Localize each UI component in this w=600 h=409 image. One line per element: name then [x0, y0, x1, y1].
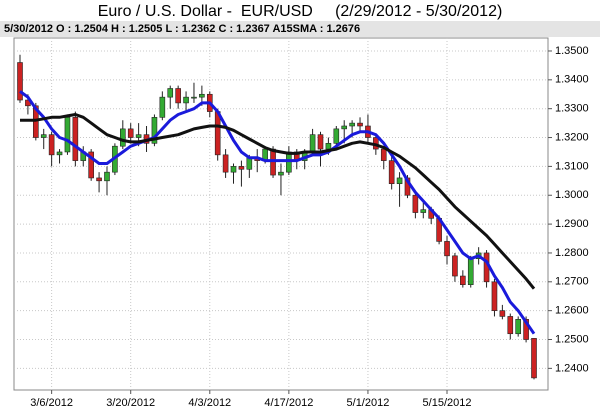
- candle-body: [246, 157, 253, 170]
- candle-body: [96, 177, 102, 182]
- candle-body: [341, 125, 348, 130]
- candle-body: [491, 281, 498, 311]
- candle-body: [499, 310, 506, 317]
- y-tick-label: 1.3000: [555, 189, 589, 201]
- candle-body: [64, 117, 71, 153]
- candle-body: [452, 255, 458, 277]
- candle-body: [523, 319, 529, 340]
- candle-body: [135, 134, 142, 138]
- candle-body: [151, 117, 158, 144]
- candle-body: [159, 96, 166, 118]
- candle-body: [214, 111, 221, 156]
- x-tick-label: 3/6/2012: [30, 397, 73, 409]
- candle-body: [104, 171, 110, 182]
- candle-body: [444, 241, 450, 257]
- candle-body: [167, 88, 174, 98]
- candle-body: [460, 275, 466, 285]
- candle-body: [72, 117, 79, 161]
- average-line: [20, 113, 536, 290]
- candle-body: [175, 88, 181, 104]
- candle-body: [56, 151, 63, 156]
- candle-body: [88, 151, 94, 179]
- candle-body: [183, 96, 189, 104]
- y-tick-label: 1.3100: [555, 160, 589, 172]
- info-line: 5/30/2012 O : 1.2504 H : 1.2505 L : 1.23…: [4, 23, 360, 35]
- candle-body: [127, 128, 134, 138]
- info-bar: [0, 21, 600, 37]
- candle-body: [222, 154, 229, 173]
- y-tick-label: 1.2900: [555, 218, 589, 230]
- candle-body: [309, 134, 316, 153]
- y-tick-label: 1.3500: [555, 45, 589, 57]
- candle-body: [48, 134, 55, 156]
- y-tick-label: 1.2500: [555, 333, 589, 345]
- x-tick-label: 4/3/2012: [188, 397, 231, 409]
- x-tick-label: 5/1/2012: [347, 397, 390, 409]
- chart-title: Euro / U.S. Dollar - EUR/USD (2/29/2012 …: [98, 3, 503, 20]
- candle-body: [357, 122, 363, 127]
- candle-body: [120, 128, 126, 147]
- y-tick-label: 1.3200: [555, 131, 589, 143]
- y-tick-label: 1.3400: [555, 74, 589, 86]
- y-tick-label: 1.2400: [555, 362, 589, 374]
- candle-body: [230, 166, 237, 173]
- candle-body: [191, 96, 197, 99]
- x-tick-label: 3/20/2012: [106, 397, 155, 409]
- x-tick-label: 5/15/2012: [423, 397, 472, 409]
- candle-body: [238, 166, 245, 170]
- y-tick-label: 1.2600: [555, 305, 589, 317]
- average-line: [19, 90, 536, 335]
- x-tick-label: 4/17/2012: [264, 397, 313, 409]
- candle-body: [515, 319, 521, 335]
- plot-frame: [13, 37, 549, 391]
- candle-body: [380, 148, 387, 161]
- candle-body: [412, 194, 419, 213]
- candle-body: [40, 134, 47, 138]
- candle-body: [396, 177, 403, 185]
- y-tick-label: 1.2700: [555, 276, 589, 288]
- candle-body: [17, 62, 23, 101]
- y-tick-label: 1.3300: [555, 103, 589, 115]
- candle-body: [420, 209, 427, 213]
- candle-body: [333, 128, 340, 144]
- candle-body: [325, 143, 332, 150]
- candle-body: [349, 122, 355, 127]
- candle-body: [388, 160, 395, 185]
- candle-body: [531, 338, 537, 379]
- y-tick-label: 1.2800: [555, 247, 589, 259]
- candle-body: [278, 171, 284, 176]
- candle-body: [507, 316, 514, 335]
- candle-body: [199, 93, 205, 98]
- candle-body: [317, 134, 324, 150]
- candle-body: [467, 258, 474, 285]
